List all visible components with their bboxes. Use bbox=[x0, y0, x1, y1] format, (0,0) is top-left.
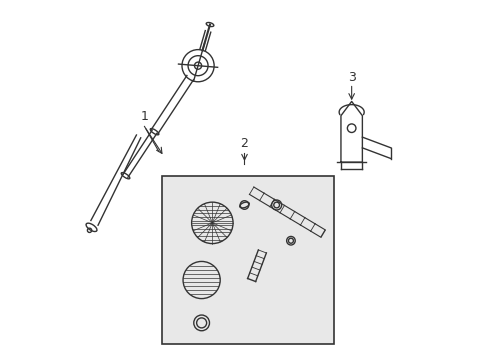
Text: 2: 2 bbox=[240, 137, 248, 150]
Text: 1: 1 bbox=[140, 110, 148, 123]
Text: 3: 3 bbox=[347, 71, 355, 84]
FancyBboxPatch shape bbox=[162, 176, 333, 344]
